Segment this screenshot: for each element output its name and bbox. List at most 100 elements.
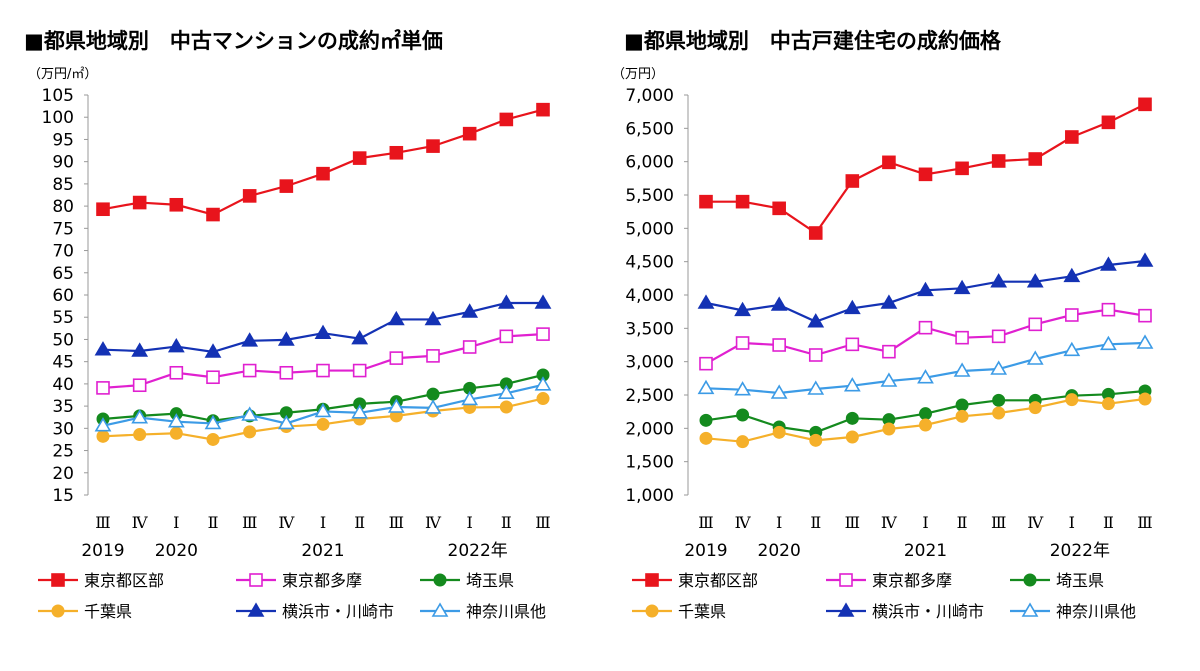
data-point — [1136, 252, 1154, 267]
x-tick-label: Ⅲ — [389, 513, 404, 532]
series-line — [102, 108, 544, 216]
year-label: 2020 — [155, 541, 198, 561]
data-point — [314, 324, 332, 340]
data-point — [736, 408, 750, 422]
y-tick-label: 80 — [52, 197, 74, 217]
legend-label: 千葉県 — [678, 602, 726, 621]
data-point — [316, 363, 330, 378]
data-point — [1138, 97, 1152, 112]
x-tick-label: Ⅲ — [95, 513, 110, 532]
series-6 — [697, 334, 1154, 399]
y-tick-label: 35 — [52, 397, 74, 417]
data-point — [734, 301, 751, 317]
data-point — [1101, 115, 1116, 130]
y-axis-unit: （万円/㎡） — [28, 67, 97, 82]
data-point — [316, 417, 330, 431]
data-point — [1065, 393, 1079, 407]
legend-marker — [1021, 602, 1039, 617]
data-point — [699, 431, 713, 445]
x-tick-label: Ⅰ — [467, 513, 473, 532]
data-point — [955, 409, 969, 423]
data-point — [1101, 397, 1115, 411]
data-point — [241, 406, 259, 421]
legend-label: 神奈川県他 — [1056, 602, 1136, 621]
data-point — [169, 197, 184, 212]
data-point — [845, 337, 860, 352]
legend-item: 横浜市・川崎市 — [236, 602, 394, 621]
data-point — [772, 201, 786, 216]
series-line — [705, 341, 1146, 395]
data-point — [497, 384, 515, 400]
data-point — [807, 380, 825, 395]
data-point — [990, 360, 1008, 375]
x-tick-label: Ⅲ — [991, 513, 1006, 532]
data-point — [1100, 256, 1117, 271]
data-point — [917, 281, 934, 297]
data-point — [1065, 308, 1079, 322]
year-label: 2022年 — [1050, 541, 1110, 561]
data-point — [94, 417, 112, 432]
data-point — [279, 179, 294, 193]
data-point — [133, 428, 147, 442]
data-point — [536, 327, 550, 341]
data-point — [955, 161, 969, 176]
x-tick-label: Ⅲ — [845, 513, 860, 532]
data-point — [699, 194, 713, 209]
data-point — [462, 126, 477, 141]
data-point — [96, 202, 110, 217]
x-tick-label: Ⅱ — [354, 513, 365, 532]
data-point — [734, 381, 751, 396]
data-point — [1028, 401, 1042, 415]
data-point — [735, 336, 750, 350]
series-1 — [96, 102, 550, 222]
data-point — [736, 435, 750, 449]
data-point — [499, 112, 514, 127]
x-tick-label: Ⅰ — [1069, 513, 1075, 532]
y-tick-label: 4,000 — [625, 286, 674, 306]
legend-marker — [247, 602, 265, 617]
data-point — [843, 377, 861, 392]
data-point — [242, 189, 257, 203]
legend-label: 神奈川県他 — [466, 602, 546, 621]
data-point — [699, 356, 713, 371]
data-point — [242, 363, 257, 378]
year-label: 2020 — [758, 541, 801, 561]
y-tick-label: 40 — [52, 375, 74, 395]
data-point — [992, 393, 1006, 407]
data-point — [277, 331, 295, 346]
data-point — [169, 426, 183, 440]
x-tick-label: Ⅱ — [957, 513, 968, 532]
data-point — [919, 407, 932, 421]
data-point — [206, 432, 220, 446]
y-axis-unit: （万円） — [612, 67, 664, 82]
data-point — [352, 151, 367, 165]
y-tick-label: 95 — [52, 130, 74, 150]
data-point — [1101, 302, 1116, 317]
y-tick-label: 105 — [42, 86, 74, 106]
data-point — [990, 273, 1008, 288]
data-point — [882, 422, 896, 436]
legend-marker — [837, 602, 855, 617]
legend-label: 東京都区部 — [678, 571, 758, 590]
y-tick-label: 3,000 — [625, 353, 674, 373]
data-point — [699, 413, 713, 427]
data-point — [499, 400, 513, 414]
legend-item: 神奈川県他 — [420, 602, 546, 621]
legend-item: 千葉県 — [632, 602, 726, 621]
y-tick-label: 1,000 — [625, 486, 674, 506]
legend-marker — [645, 573, 659, 587]
data-point — [314, 402, 332, 418]
legend-label: 横浜市・川崎市 — [872, 602, 984, 621]
data-point — [534, 376, 552, 391]
y-tick-label: 6,000 — [625, 153, 674, 173]
data-point — [1026, 350, 1044, 365]
legend-item: 東京都多摩 — [826, 571, 952, 590]
legend-item: 東京都区部 — [632, 571, 758, 590]
y-tick-label: 100 — [42, 108, 74, 128]
y-tick-label: 4,500 — [625, 253, 674, 273]
data-point — [279, 365, 294, 380]
data-point — [770, 296, 788, 311]
data-point — [426, 139, 440, 153]
data-point — [424, 310, 442, 326]
